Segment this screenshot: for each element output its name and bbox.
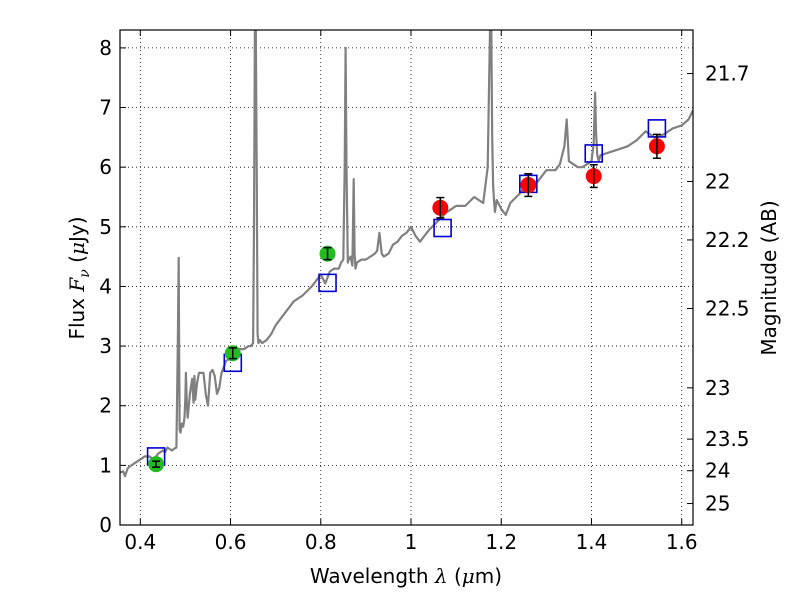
y2-tick-label: 22.5 [705, 297, 750, 321]
y2-tick-label: 21.7 [705, 62, 750, 86]
y-tick-label: 5 [99, 215, 112, 239]
y2-tick-label: 23 [705, 376, 730, 400]
x-axis-label: Wavelength λ (μm) [310, 564, 502, 588]
plot-frame [119, 29, 694, 526]
x-tick-label: 1 [405, 530, 418, 554]
x-tick-label: 0.4 [124, 530, 156, 554]
x-tick-label: 0.6 [215, 530, 247, 554]
x-tick-label: 1.6 [666, 530, 698, 554]
x-tick-label: 1.2 [485, 530, 517, 554]
y-tick-label: 4 [99, 274, 112, 298]
y-tick-label: 3 [99, 334, 112, 358]
y2-tick-label: 24 [705, 459, 730, 483]
y-tick-label: 1 [99, 453, 112, 477]
y-tick-label: 8 [99, 36, 112, 60]
y-tick-label: 6 [99, 155, 112, 179]
y-tick-label: 0 [99, 513, 112, 537]
spectrum-line [120, 30, 693, 478]
model-square-marker [318, 273, 337, 293]
y2-tick-label: 22.2 [705, 228, 750, 252]
x-tick-label: 1.4 [576, 530, 608, 554]
y-tick-label: 2 [99, 394, 112, 418]
y2-tick-label: 23.5 [705, 427, 750, 451]
model-square-marker [433, 218, 452, 238]
y2-tick-label: 22 [705, 169, 730, 193]
model-square-marker [584, 144, 604, 163]
grid-lines [120, 30, 693, 526]
axis-ticks: 0.4 0.6 0.8 1 1.2 1.4 1.601234567821.72222.222… [99, 30, 750, 554]
y-axis-label: Flux Fν (μJy) [65, 216, 93, 339]
x-tick-label: 0.8 [305, 530, 337, 554]
series-layer [120, 30, 693, 478]
y2-axis-label: Magnitude (AB) [757, 200, 781, 355]
y-tick-label: 7 [99, 96, 112, 120]
y2-tick-label: 25 [705, 492, 730, 516]
